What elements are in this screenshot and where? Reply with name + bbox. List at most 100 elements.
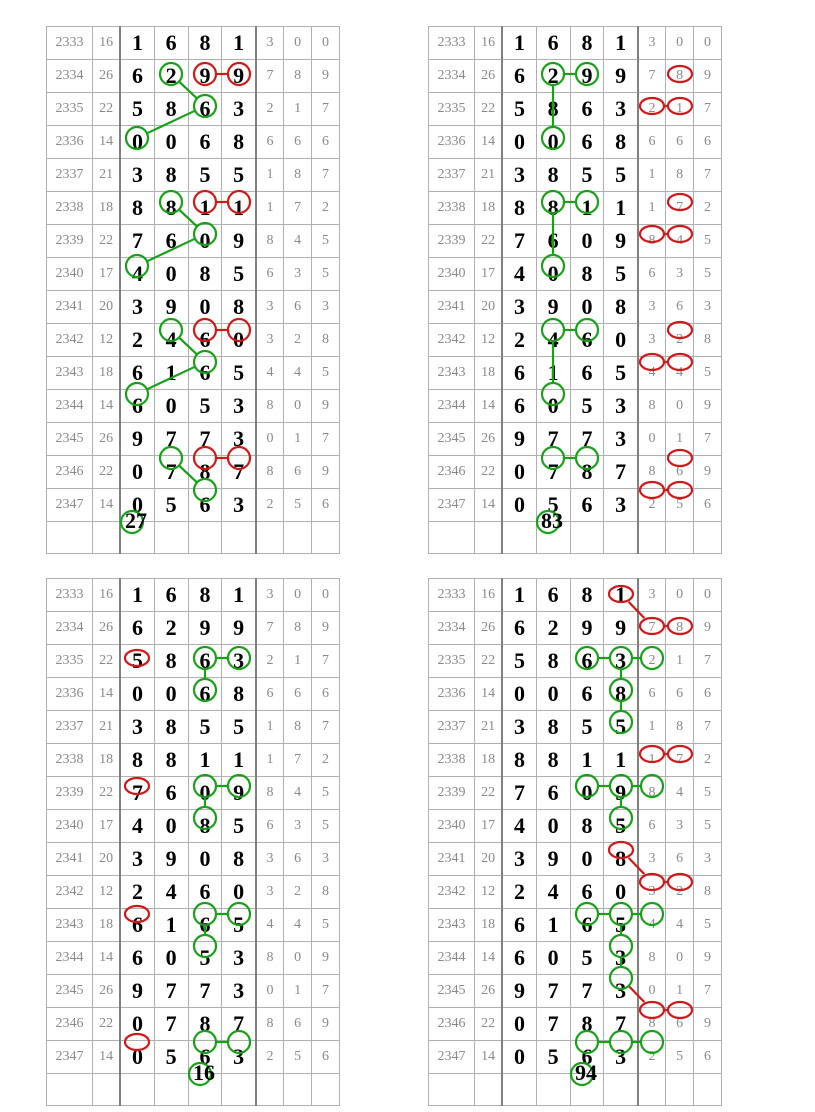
small-cell: 3 [256,843,284,876]
digit-cell: 7 [604,456,638,489]
digit-cell: 7 [570,423,604,456]
row-id: 2346 [47,456,93,489]
digit-cell: 7 [502,225,536,258]
small-cell: 7 [694,93,722,126]
small-cell: 8 [666,60,694,93]
small-cell: 3 [312,843,340,876]
small-cell: 0 [256,423,284,456]
small-cell: 4 [638,909,666,942]
digit-cell: 9 [502,975,536,1008]
digit-cell: 0 [570,777,604,810]
table-row: 2336140068666 [47,126,340,159]
small-cell: 6 [312,678,340,711]
digit-cell: 6 [120,60,154,93]
digit-cell: 7 [154,456,188,489]
small-cell: 5 [666,1041,694,1074]
digit-cell: 3 [120,711,154,744]
small-cell: 8 [638,1008,666,1041]
small-cell: 2 [666,324,694,357]
row-id: 2347 [47,1041,93,1074]
digit-cell: 6 [570,876,604,909]
digit-cell: 5 [154,489,188,522]
digit-cell: 7 [536,1008,570,1041]
digit-cell: 5 [222,159,256,192]
digit-cell: 2 [154,60,188,93]
row-id: 2334 [429,60,475,93]
row-id: 2342 [47,324,93,357]
row-sum: 26 [92,975,120,1008]
digit-cell: 1 [570,744,604,777]
digit-cell: 0 [536,810,570,843]
digit-cell: 1 [222,192,256,225]
digit-cell: 8 [222,126,256,159]
table-row: 2334266299789 [429,612,722,645]
digit-cell: 9 [222,225,256,258]
small-cell: 9 [694,60,722,93]
table-row: 2344146053809 [47,942,340,975]
digit-cell: 5 [604,711,638,744]
row-sum: 22 [474,777,502,810]
digit-cell: 1 [570,192,604,225]
digit-cell: 3 [222,942,256,975]
digit-cell: 8 [570,456,604,489]
small-cell: 5 [312,258,340,291]
table-row: 2346220787869 [47,456,340,489]
small-cell: 3 [256,27,284,60]
digit-cell: 1 [604,579,638,612]
digit-cell: 6 [154,777,188,810]
digit-cell: 0 [120,1008,154,1041]
digit-cell: 2 [536,60,570,93]
table-row: 2333161681300 [47,27,340,60]
small-cell: 8 [638,390,666,423]
digit-cell: 8 [222,678,256,711]
digit-cell: 8 [536,159,570,192]
small-cell: 7 [312,711,340,744]
row-id: 2341 [47,843,93,876]
small-cell: 8 [638,225,666,258]
digit-cell: 8 [536,192,570,225]
row-sum: 26 [474,975,502,1008]
row-sum: 26 [474,60,502,93]
digit-cell: 3 [222,390,256,423]
digit-cell: 6 [502,942,536,975]
digit-cell: 8 [188,258,222,291]
digit-cell: 9 [222,777,256,810]
digit-cell: 7 [502,777,536,810]
digit-cell: 0 [570,843,604,876]
row-id: 2345 [429,423,475,456]
small-cell: 6 [256,126,284,159]
digit-cell: 2 [154,612,188,645]
row-sum: 22 [92,777,120,810]
small-cell: 2 [284,876,312,909]
digit-cell: 7 [536,423,570,456]
digit-cell: 5 [570,711,604,744]
digit-cell: 1 [502,27,536,60]
digit-cell: 5 [570,390,604,423]
digit-cell: 5 [222,258,256,291]
digit-cell: 7 [222,1008,256,1041]
small-cell: 0 [666,579,694,612]
row-sum: 22 [474,456,502,489]
digit-cell: 3 [222,93,256,126]
small-cell: 2 [256,645,284,678]
digit-cell: 8 [570,27,604,60]
table-row: 2344146053809 [429,390,722,423]
digit-cell: 6 [188,324,222,357]
small-cell: 6 [666,1008,694,1041]
digit-cell: 8 [536,744,570,777]
digit-cell: 0 [604,324,638,357]
digit-cell: 9 [604,777,638,810]
digit-cell: 3 [502,159,536,192]
digit-cell: 0 [154,678,188,711]
digit-cell: 6 [570,93,604,126]
digit-cell: 9 [154,843,188,876]
row-sum: 14 [92,126,120,159]
row-sum: 14 [474,678,502,711]
small-cell: 9 [694,942,722,975]
digit-cell: 6 [188,645,222,678]
row-sum: 22 [474,225,502,258]
digit-cell: 0 [502,1008,536,1041]
digit-cell: 1 [536,357,570,390]
row-id: 2346 [429,456,475,489]
digit-cell: 1 [120,579,154,612]
